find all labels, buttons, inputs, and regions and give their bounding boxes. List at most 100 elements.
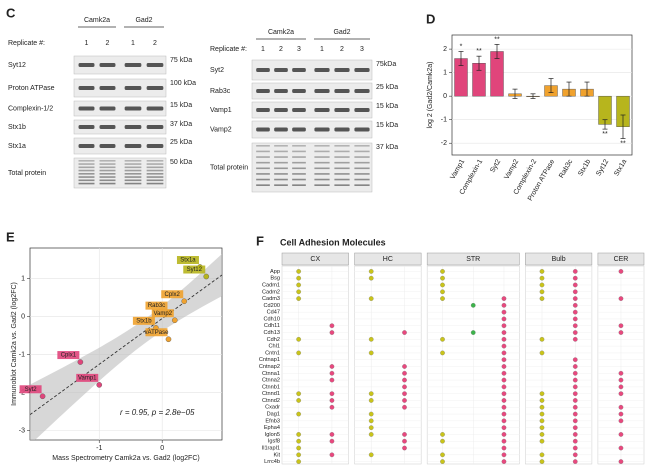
blot-band (314, 108, 330, 112)
blot-band (354, 156, 370, 158)
dot (501, 364, 507, 369)
point (171, 317, 178, 324)
gene-label: Cdh2 (267, 337, 280, 343)
blot-band (256, 89, 270, 93)
point-label: Syt2 (25, 387, 38, 393)
y-tick-label: 1 (443, 69, 447, 76)
blot-band (124, 86, 142, 90)
blot-band (78, 179, 95, 182)
blot-band (256, 184, 270, 186)
blot-band (274, 150, 288, 153)
replicate-number: 1 (320, 46, 324, 53)
dot (402, 391, 407, 397)
dot (402, 364, 407, 369)
point (203, 273, 210, 280)
blot-band (354, 68, 370, 72)
gene-label: Ctnna1 (262, 371, 280, 377)
dot (572, 452, 578, 458)
dot (296, 336, 301, 342)
blot-band (292, 127, 306, 132)
blot-band (99, 179, 116, 182)
blot-band (78, 86, 95, 90)
dot (296, 432, 301, 437)
dot (572, 309, 578, 315)
gene-label: App (270, 269, 280, 275)
dot (329, 330, 335, 335)
blot-band (314, 184, 330, 186)
dot (440, 275, 445, 281)
dot (572, 438, 578, 444)
group-label: Gad2 (333, 29, 350, 36)
gene-label: Ctnna2 (262, 378, 280, 384)
dot (572, 357, 578, 363)
dot (296, 398, 301, 403)
blot-band (292, 89, 306, 93)
blot-band (99, 125, 116, 129)
point-label: Cplx1 (61, 353, 77, 359)
blot-band (314, 150, 330, 153)
blot-band (146, 86, 164, 90)
dot (296, 275, 301, 281)
dot (501, 459, 507, 464)
y-tick-label: -3 (19, 427, 25, 434)
dot (440, 336, 445, 342)
dot (572, 370, 578, 376)
gene-label: Dag1 (267, 412, 280, 418)
annotation: r = 0.95, p = 2.8e−05 (120, 408, 195, 417)
dot (618, 459, 624, 464)
replicate-number: 1 (131, 40, 135, 47)
dot (539, 350, 545, 356)
blot-band (354, 178, 370, 181)
marker-label: 50 kDa (170, 159, 192, 166)
blot-band (314, 68, 330, 72)
gene-label: Cadm2 (262, 289, 280, 295)
dot (296, 445, 301, 451)
fit-line (30, 274, 222, 416)
marker-label: 75kDa (376, 61, 396, 68)
confidence-band (30, 253, 222, 440)
blot-band (354, 184, 370, 186)
dot (440, 282, 445, 288)
dot (296, 438, 301, 444)
facet-panel (354, 265, 422, 465)
blot-band (334, 167, 350, 170)
gene-label: Lrrc4b (264, 459, 280, 465)
blot-band (274, 184, 288, 186)
blot-band (334, 173, 350, 175)
blot-band (78, 166, 95, 169)
blot-band (146, 179, 164, 182)
dot (501, 357, 507, 363)
blot-band (99, 160, 116, 162)
dot (572, 411, 578, 417)
blot-band (78, 169, 95, 172)
dot (572, 391, 578, 397)
dot (572, 459, 578, 464)
x-tick-label: -1 (96, 445, 102, 452)
blot-strip (251, 59, 373, 81)
blot-band (354, 145, 370, 147)
dot (470, 330, 476, 335)
point-label-box (183, 265, 206, 274)
marker-label: 37 kDa (376, 144, 398, 151)
dot (501, 445, 507, 451)
gene-label: Cdh13 (264, 330, 280, 336)
blot-band (99, 169, 116, 172)
dot (539, 404, 545, 410)
blot-band (354, 89, 370, 93)
blot-band (256, 156, 270, 158)
y-axis-label: log 2 (Gad2/Camk2a) (427, 62, 434, 129)
dot (618, 391, 624, 397)
row-label: Total protein (8, 170, 46, 177)
x-tick-label: Stx1b (577, 158, 592, 177)
blot-band (256, 167, 270, 170)
replicate-number: 2 (106, 40, 110, 47)
blot-band (124, 106, 142, 111)
dot (539, 275, 545, 281)
blot-band (146, 166, 164, 169)
x-tick-label: Vamp2 (503, 158, 520, 180)
blot-band (274, 161, 288, 164)
blot-band (146, 176, 164, 178)
dot (501, 296, 507, 301)
dot (539, 432, 545, 437)
dot (402, 404, 407, 410)
